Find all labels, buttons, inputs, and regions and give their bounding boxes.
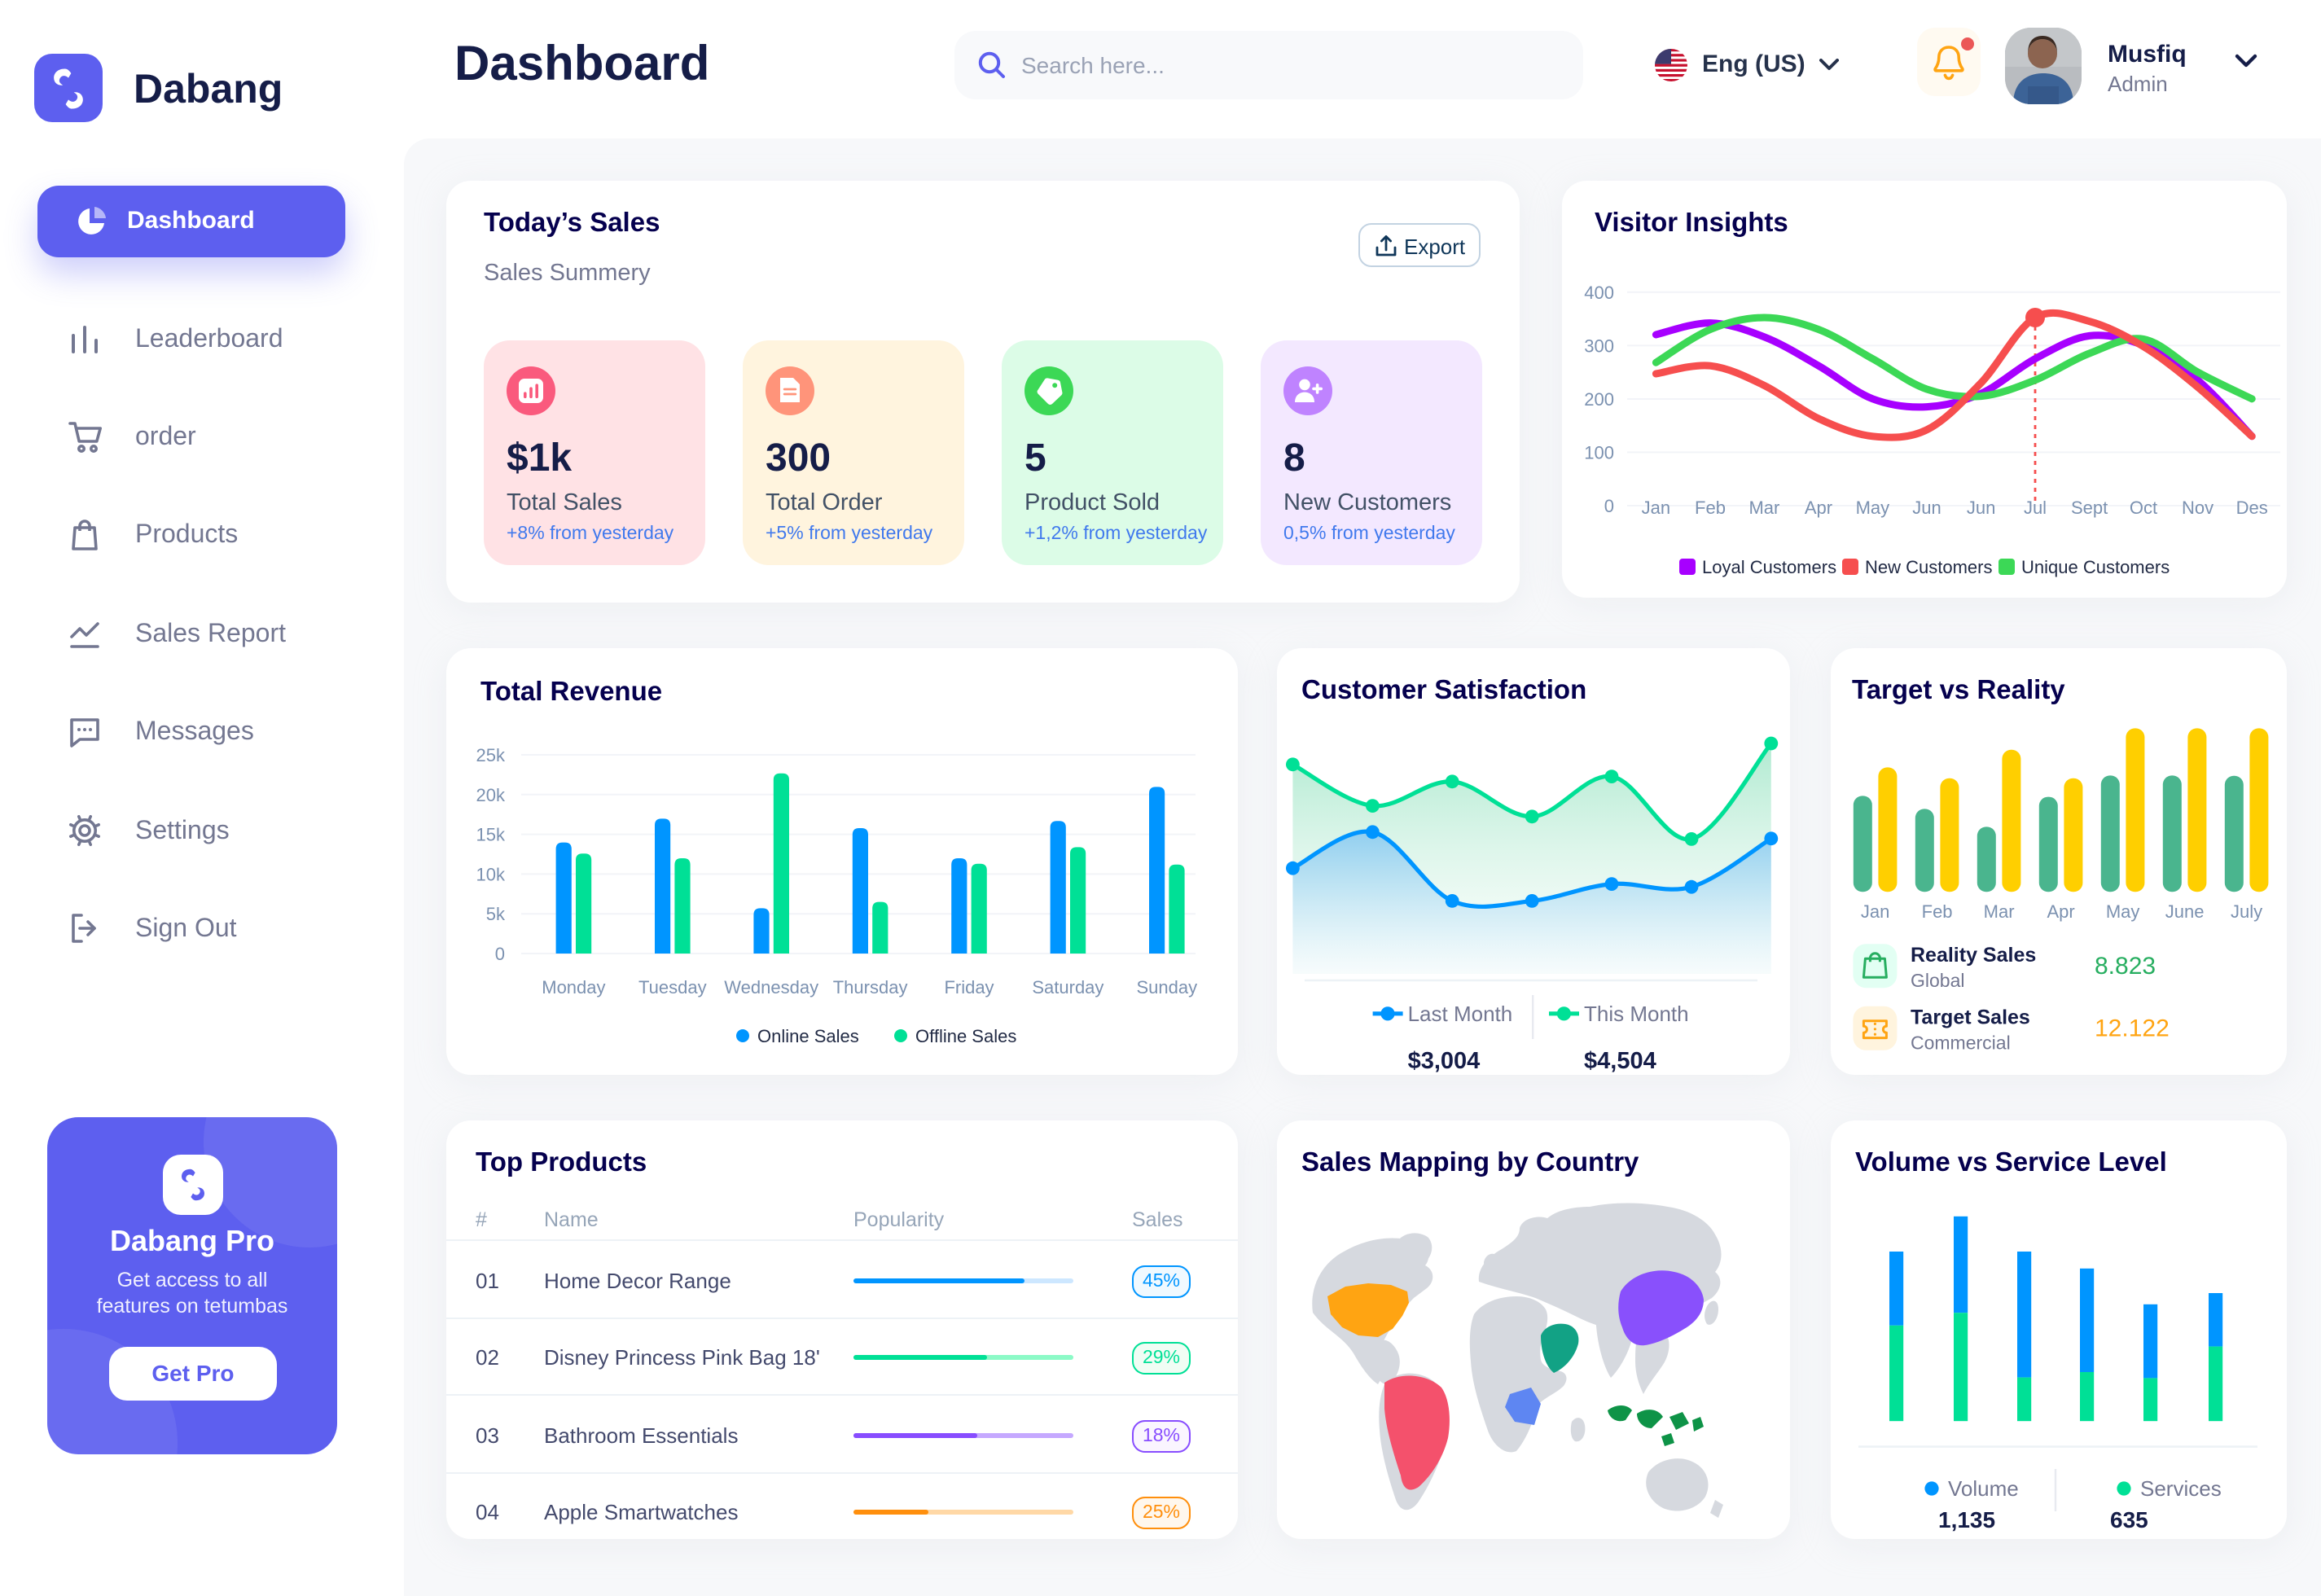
svg-text:Offline Sales: Offline Sales [915, 1026, 1016, 1046]
svg-text:Loyal Customers: Loyal Customers [1702, 557, 1836, 577]
svg-text:25k: 25k [476, 745, 506, 765]
svg-text:Jan: Jan [1861, 901, 1889, 922]
svg-text:Saturday: Saturday [1032, 977, 1103, 998]
svg-text:Unique Customers: Unique Customers [2021, 557, 2170, 577]
svg-text:Sept: Sept [2071, 498, 2108, 518]
svg-text:$4,504: $4,504 [1584, 1048, 1656, 1074]
svg-text:Services: Services [2140, 1476, 2222, 1501]
svg-text:New Customers: New Customers [1865, 557, 1992, 577]
svg-text:100: 100 [1584, 442, 1614, 463]
svg-text:June: June [2165, 901, 2205, 922]
svg-text:635: 635 [2110, 1507, 2148, 1532]
svg-text:12.122: 12.122 [2095, 1015, 2170, 1042]
svg-text:Nov: Nov [2182, 498, 2214, 518]
svg-text:300: 300 [1584, 335, 1614, 356]
svg-text:Monday: Monday [542, 977, 605, 998]
svg-text:May: May [2106, 901, 2140, 922]
svg-text:Reality Sales: Reality Sales [1911, 944, 2036, 967]
svg-text:0: 0 [1604, 496, 1614, 516]
svg-text:0: 0 [495, 944, 505, 964]
svg-text:10k: 10k [476, 864, 506, 884]
svg-text:Jan: Jan [1642, 498, 1670, 518]
svg-text:400: 400 [1584, 283, 1614, 303]
svg-text:Friday: Friday [944, 977, 994, 998]
svg-text:5k: 5k [486, 904, 506, 924]
svg-text:Mar: Mar [1748, 498, 1779, 518]
svg-text:Apr: Apr [2047, 901, 2074, 922]
svg-text:Feb: Feb [1922, 901, 1953, 922]
svg-text:Oct: Oct [2130, 498, 2157, 518]
svg-text:Online Sales: Online Sales [757, 1026, 859, 1046]
svg-text:8.823: 8.823 [2095, 953, 2156, 980]
svg-text:May: May [1856, 498, 1890, 518]
svg-text:1,135: 1,135 [1938, 1507, 1995, 1532]
svg-text:Commercial: Commercial [1911, 1033, 2011, 1054]
svg-text:Global: Global [1911, 970, 1964, 991]
svg-text:200: 200 [1584, 389, 1614, 410]
svg-text:Sunday: Sunday [1136, 977, 1197, 998]
svg-text:Jul: Jul [2024, 498, 2047, 518]
svg-text:Last Month: Last Month [1408, 1002, 1513, 1026]
svg-text:Volume: Volume [1948, 1476, 2019, 1501]
svg-text:Thursday: Thursday [833, 977, 908, 998]
svg-text:20k: 20k [476, 785, 506, 805]
svg-text:Tuesday: Tuesday [638, 977, 707, 998]
svg-text:Wednesday: Wednesday [724, 977, 818, 998]
svg-text:This Month: This Month [1584, 1002, 1689, 1026]
svg-text:Jun: Jun [1967, 498, 1995, 518]
svg-text:Apr: Apr [1805, 498, 1832, 518]
svg-text:$3,004: $3,004 [1408, 1048, 1481, 1074]
svg-text:July: July [2231, 901, 2262, 922]
svg-text:Jun: Jun [1912, 498, 1941, 518]
svg-text:Mar: Mar [1984, 901, 2015, 922]
svg-text:15k: 15k [476, 825, 506, 845]
svg-text:Des: Des [2236, 498, 2268, 518]
svg-text:Feb: Feb [1695, 498, 1726, 518]
svg-text:Target Sales: Target Sales [1911, 1006, 2030, 1029]
